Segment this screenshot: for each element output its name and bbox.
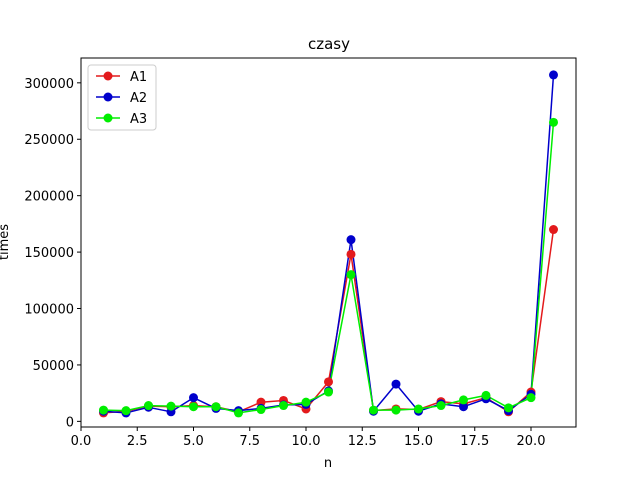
data-point-a1	[549, 225, 558, 235]
data-point-a3	[121, 406, 131, 416]
data-point-a3	[459, 395, 468, 405]
x-axis: 0.0 2.5 5.0 7.5 10.0 12.5 15.0 17.5 20.0	[71, 427, 546, 449]
y-tick-label: 50000	[33, 359, 74, 374]
data-point-a3	[256, 405, 266, 415]
data-point-a3	[324, 387, 333, 397]
data-point-a2	[346, 235, 356, 245]
data-point-a3	[481, 390, 491, 400]
x-axis-label: n	[324, 456, 332, 471]
data-point-a3	[526, 393, 536, 403]
y-tick-label: 300000	[24, 77, 74, 92]
plot-area-frame	[80, 57, 577, 428]
data-point-a3	[549, 117, 558, 127]
data-point-a3	[144, 401, 153, 411]
y-tick-label: 0	[66, 415, 74, 430]
legend-marker-a1	[103, 71, 113, 81]
data-point-a1	[324, 377, 333, 387]
x-tick-label: 0.0	[71, 434, 92, 449]
chart-title: czasy	[308, 35, 350, 53]
x-tick-label: 10.0	[292, 434, 321, 449]
y-axis-label: times	[0, 224, 12, 260]
x-tick-label: 17.5	[460, 434, 489, 449]
data-point-a1	[256, 397, 266, 407]
y-tick-label: 100000	[24, 303, 74, 318]
data-point-a3	[369, 405, 378, 415]
data-point-a3	[211, 402, 221, 412]
data-point-a2	[549, 70, 558, 80]
x-tick-label: 2.5	[127, 434, 148, 449]
data-point-a3	[189, 402, 198, 412]
legend-marker-a2	[103, 92, 113, 102]
x-tick-label: 12.5	[348, 434, 377, 449]
data-point-a3	[301, 397, 311, 407]
legend-label-a1: A1	[130, 70, 147, 85]
data-point-a2	[189, 393, 198, 403]
data-point-a2	[459, 402, 468, 412]
data-point-a1	[346, 249, 356, 259]
data-point-a2	[391, 379, 401, 389]
data-point-a3	[391, 405, 401, 415]
legend-label-a2: A2	[130, 91, 147, 106]
y-tick-label: 250000	[24, 133, 74, 148]
data-point-a3	[504, 403, 513, 413]
data-point-a3	[279, 401, 288, 411]
series-markers	[99, 70, 558, 418]
x-tick-label: 5.0	[183, 434, 204, 449]
x-tick-label: 15.0	[404, 434, 433, 449]
y-tick-label: 200000	[24, 190, 74, 205]
data-point-a3	[346, 270, 356, 280]
data-point-a3	[436, 401, 446, 411]
x-tick-label: 20.0	[517, 434, 546, 449]
legend-box	[87, 64, 157, 131]
legend-label-a3: A3	[130, 112, 147, 127]
data-point-a3	[234, 408, 243, 418]
data-point-a3	[414, 404, 423, 414]
x-tick-label: 7.5	[239, 434, 260, 449]
data-point-a3	[99, 405, 108, 415]
legend: A1 A2 A3	[87, 64, 157, 131]
data-point-a3	[166, 401, 176, 411]
legend-marker-a3	[103, 113, 113, 123]
y-axis: 0 50000 100000 150000 200000 250000 300000	[24, 77, 81, 430]
y-tick-label: 150000	[24, 246, 74, 261]
